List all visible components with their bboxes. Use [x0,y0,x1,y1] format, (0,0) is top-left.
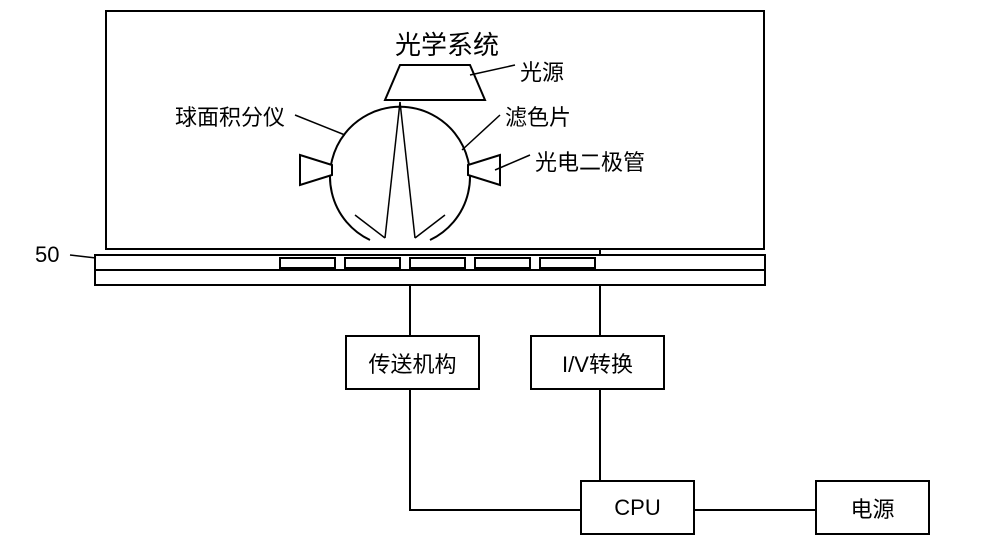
label-photodiode: 光电二极管 [535,145,645,177]
label-color-filter: 滤色片 [505,100,571,132]
ref-50: 50 [35,242,59,268]
title-optical-system: 光学系统 [395,25,499,62]
block-transport: 传送机构 [345,335,480,390]
block-iv-converter: I/V转换 [530,335,665,390]
label-integrating-sphere: 球面积分仪 [175,100,285,132]
block-cpu: CPU [580,480,695,535]
label-light-source: 光源 [520,55,564,87]
block-power: 电源 [815,480,930,535]
